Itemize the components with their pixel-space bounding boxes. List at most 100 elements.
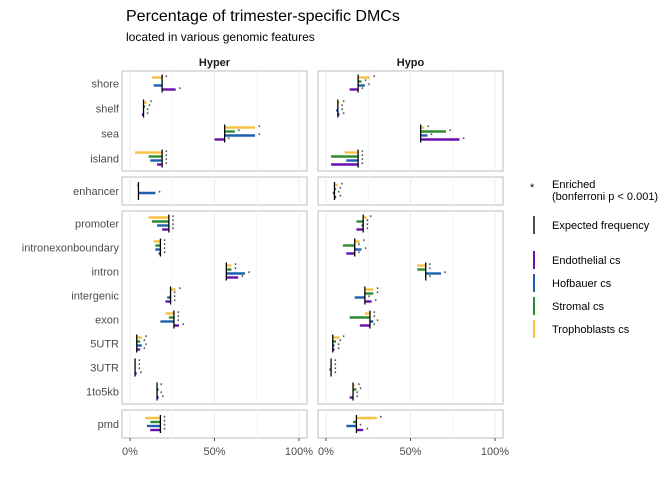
enriched-marker: * — [356, 392, 359, 398]
enriched-marker: * — [163, 420, 166, 426]
category-label-shore: shore — [91, 79, 119, 91]
enriched-marker: * — [177, 316, 180, 322]
enriched-marker: * — [150, 101, 153, 107]
category-label-intronexonboundary: intronexonboundary — [22, 243, 120, 255]
enriched-marker: * — [343, 336, 346, 342]
enriched-marker: * — [241, 276, 244, 282]
enriched-marker: * — [343, 113, 346, 119]
enriched-marker: * — [234, 268, 237, 274]
enriched-marker: * — [145, 336, 148, 342]
enriched-marker: * — [373, 324, 376, 330]
enriched-marker: * — [174, 296, 177, 302]
enriched-marker: * — [366, 428, 369, 434]
enriched-marker: * — [366, 224, 369, 230]
category-label-sea: sea — [101, 129, 120, 141]
enriched-marker: * — [147, 113, 150, 119]
enriched-marker: * — [179, 288, 182, 294]
enriched-marker: * — [339, 187, 342, 193]
enriched-marker: * — [174, 292, 177, 298]
enriched-marker: * — [368, 84, 371, 90]
enriched-marker: * — [373, 316, 376, 322]
enriched-marker: * — [463, 138, 466, 144]
x-tick-label: 0% — [318, 446, 334, 458]
x-tick-label: 0% — [122, 446, 138, 458]
legend-expected-label: Expected frequency — [552, 220, 650, 232]
enriched-marker: * — [373, 76, 376, 82]
enriched-marker: * — [163, 248, 166, 254]
category-label-3utr: 3UTR — [90, 363, 119, 375]
enriched-marker: * — [449, 130, 452, 136]
x-tick-label: 50% — [399, 446, 421, 458]
enriched-marker: * — [147, 109, 150, 115]
category-label-shelf: shelf — [96, 104, 120, 116]
enriched-marker: * — [366, 220, 369, 226]
enriched-marker: * — [138, 360, 141, 366]
legend-enriched-note: (bonferroni p < 0.001) — [552, 191, 658, 203]
enriched-marker: * — [172, 224, 175, 230]
enriched-marker: * — [143, 340, 146, 346]
enriched-marker: * — [444, 272, 447, 278]
enriched-marker: * — [172, 220, 175, 226]
enriched-marker: * — [380, 416, 383, 422]
enriched-marker: * — [359, 388, 362, 394]
enriched-marker: * — [429, 264, 432, 270]
enriched-marker: * — [339, 340, 342, 346]
enriched-marker: * — [364, 248, 367, 254]
legend-enriched-label: Enriched — [552, 179, 595, 191]
enriched-marker: * — [361, 155, 364, 161]
legend-label-endothelial-cs: Endothelial cs — [552, 255, 621, 267]
enriched-marker: * — [172, 216, 175, 222]
enriched-marker: * — [238, 130, 241, 136]
category-label-enhancer: enhancer — [73, 186, 119, 198]
category-label-island: island — [90, 154, 119, 166]
enriched-marker: * — [182, 324, 185, 330]
enriched-marker: * — [430, 134, 433, 140]
enriched-marker: * — [165, 76, 168, 82]
enriched-marker: * — [248, 272, 251, 278]
enriched-marker: * — [163, 424, 166, 430]
enriched-marker: * — [228, 138, 231, 144]
enriched-marker: * — [337, 344, 340, 350]
category-label-intergenic: intergenic — [71, 291, 119, 303]
enriched-marker: * — [334, 368, 337, 374]
enriched-marker: * — [163, 240, 166, 246]
enriched-marker: * — [356, 396, 359, 402]
category-label-pmd: pmd — [98, 419, 119, 431]
enriched-marker: * — [361, 88, 364, 94]
enriched-marker: * — [376, 292, 379, 298]
enriched-marker: * — [363, 240, 366, 246]
enriched-marker: * — [366, 228, 369, 234]
enriched-marker: * — [158, 191, 161, 197]
enriched-marker: * — [177, 312, 180, 318]
enriched-marker: * — [258, 126, 261, 132]
enriched-marker: * — [341, 109, 344, 115]
enriched-marker: * — [334, 364, 337, 370]
enriched-marker: * — [376, 288, 379, 294]
enriched-marker: * — [361, 151, 364, 157]
legend-enriched-symbol: * — [530, 182, 535, 194]
enriched-marker: * — [162, 396, 165, 402]
enriched-marker: * — [337, 348, 340, 354]
enriched-marker: * — [373, 312, 376, 318]
enriched-marker: * — [177, 320, 180, 326]
enriched-marker: * — [163, 428, 166, 434]
enriched-marker: * — [174, 300, 177, 306]
enriched-marker: * — [376, 320, 379, 326]
chart-subtitle: located in various genomic features — [126, 30, 315, 44]
enriched-marker: * — [370, 216, 373, 222]
enriched-marker: * — [341, 183, 344, 189]
category-label-5utr: 5UTR — [90, 339, 119, 351]
enriched-marker: * — [339, 195, 342, 201]
enriched-marker: * — [140, 372, 143, 378]
enriched-marker: * — [234, 264, 237, 270]
facet-label-hyper: Hyper — [199, 57, 231, 69]
plot-area: Hyper Hypo**shore****shelf****sea****isla… — [22, 57, 510, 458]
legend-label-hofbauer-cs: Hofbauer cs — [552, 278, 612, 290]
category-label-promoter: promoter — [75, 219, 119, 231]
enriched-marker: * — [145, 344, 148, 350]
enriched-marker: * — [160, 384, 163, 390]
enriched-marker: * — [163, 244, 166, 250]
enriched-marker: * — [427, 126, 430, 132]
enriched-marker: * — [337, 191, 340, 197]
enriched-marker: * — [148, 105, 151, 111]
